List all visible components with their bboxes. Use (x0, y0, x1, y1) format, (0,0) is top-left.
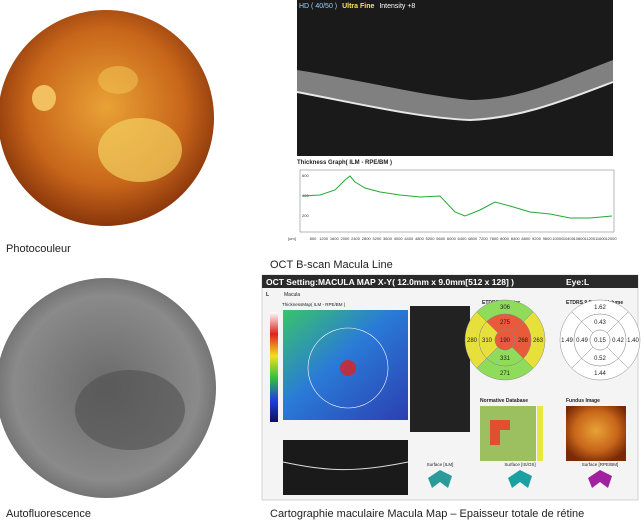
sector-value: 331 (500, 356, 511, 362)
caption: Cartographie maculaire Macula Map – Epai… (270, 508, 584, 520)
sector-value: 0.49 (576, 338, 588, 344)
fundus-thumbnail (566, 406, 626, 461)
x-tick-label: 10000 (552, 236, 564, 241)
surface-plot (508, 470, 532, 488)
deviation-area (490, 420, 510, 445)
retina-layers (297, 60, 613, 120)
sector-value: 310 (482, 338, 493, 344)
x-tick-label: 8400 (511, 236, 521, 241)
graph-title: Thickness Graph( ILM - RPE/BM ) (297, 160, 392, 166)
caption: Photocouleur (6, 243, 71, 255)
x-tick-label: 3600 (383, 236, 393, 241)
x-tick-label: 7600 (489, 236, 499, 241)
bscan-vertical (410, 306, 470, 432)
scan-mode: HD ( 40/50 ) (299, 3, 337, 10)
lesion (98, 118, 182, 182)
eye: Eye:L (566, 277, 589, 287)
retina-layers (282, 461, 409, 471)
x-tick-label: 9200 (532, 236, 542, 241)
x-tick-label: 10400 (563, 236, 575, 241)
thickness-map-title: ThicknessMap( ILM - RPE/BM ) (282, 302, 346, 307)
x-tick-label: 4400 (404, 236, 414, 241)
sector-value: 306 (500, 305, 511, 311)
x-tick-label: 6000 (447, 236, 457, 241)
surface-title: Surface [ILM] (427, 462, 454, 467)
sector-value: 0.15 (594, 338, 606, 344)
caption: OCT B-scan Macula Line (270, 259, 393, 271)
sector-value: 0.43 (594, 320, 606, 326)
x-tick-label: 8000 (500, 236, 510, 241)
scan-intensity: Intensity +8 (379, 3, 415, 10)
side: L (266, 292, 269, 298)
setting: OCT Setting:MACULA MAP X-Y( 12.0mm x 9.0… (266, 277, 514, 287)
normative-scale (537, 406, 543, 461)
x-tick-label: 12000 (605, 236, 617, 241)
sector-value: 268 (518, 338, 529, 344)
x-tick-label: 2000 (340, 236, 350, 241)
sector-value: 1.44 (594, 371, 606, 377)
rpe-line (296, 81, 614, 122)
surface-title: Surface [RPE/BM] (582, 462, 619, 467)
surface-plot (428, 470, 452, 488)
x-tick-label: 6400 (458, 236, 468, 241)
x-tick-label: 2800 (362, 236, 372, 241)
lesion (98, 66, 138, 94)
sector-value: 0.52 (594, 356, 606, 362)
sector-value: 1.40 (627, 338, 639, 344)
surface-plot (588, 470, 612, 488)
caption: Autofluorescence (6, 508, 91, 520)
surface-title: Surface [IS/OS] (504, 462, 535, 467)
normative-map (480, 406, 536, 461)
x-tick-label: 4000 (394, 236, 404, 241)
sector-value: 1.62 (594, 305, 606, 311)
sector-value: 280 (467, 338, 478, 344)
x-tick-label: 11600 (595, 236, 607, 241)
scan-quality: Ultra Fine (342, 3, 374, 10)
x-tick-label: 2400 (351, 236, 361, 241)
x-tick-label: 3200 (372, 236, 382, 241)
sector-value: 190 (500, 338, 511, 344)
fovea (340, 360, 356, 376)
optic-disc (32, 85, 56, 111)
bscan-header: HD ( 40/50 ) Ultra Fine Intensity +8 (299, 3, 415, 10)
x-tick-label: 5200 (426, 236, 436, 241)
x-tick-label: 1200 (319, 236, 329, 241)
x-tick-label: 7200 (479, 236, 489, 241)
sector-value: 0.42 (612, 338, 624, 344)
x-tick-label: 8800 (521, 236, 531, 241)
section: Macula (284, 292, 300, 298)
header-bar (262, 275, 638, 288)
x-unit: [um] (288, 236, 296, 241)
x-tick-label: 9600 (543, 236, 553, 241)
x-tick-label: 11200 (584, 236, 596, 241)
bscan-image (297, 0, 613, 156)
sector-value: 271 (500, 371, 511, 377)
etdrs-grid (307, 327, 389, 409)
x-tick-label: 1600 (330, 236, 340, 241)
color-scale (270, 312, 278, 422)
x-tick-label: 6800 (468, 236, 478, 241)
sector-value: 275 (500, 320, 511, 326)
x-tick-label: 4800 (415, 236, 425, 241)
sector-value: 1.49 (561, 338, 573, 344)
bscan-horizontal (283, 440, 408, 495)
fundus-title: Fundus Image (566, 398, 600, 404)
thickness-graph (299, 169, 615, 233)
center-sector (494, 329, 516, 351)
y-tick-label: 200 (302, 213, 309, 218)
x-tick-label: 5600 (436, 236, 446, 241)
thickness-line (301, 175, 613, 219)
fundus-photo (0, 10, 214, 226)
y-tick-label: 600 (302, 173, 309, 178)
x-tick-label: 10800 (574, 236, 586, 241)
center-sector (589, 329, 611, 351)
normative-title: Normative Database (480, 398, 528, 404)
x-tick-label: 800 (310, 236, 317, 241)
lesion (75, 370, 185, 450)
sector-value: 263 (533, 338, 544, 344)
